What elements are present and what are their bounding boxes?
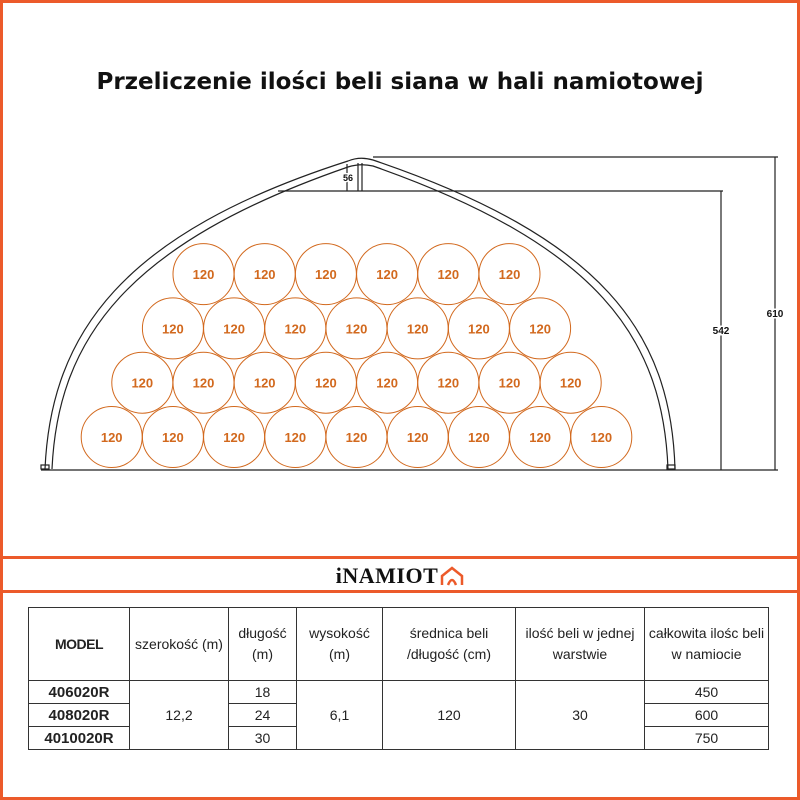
table-row: 4010020R 30 750 <box>28 726 769 750</box>
length-cell: 30 <box>228 726 297 750</box>
dim-truss-label: 56 <box>343 173 353 183</box>
total-cell: 750 <box>644 726 769 750</box>
hay-bale-label: 120 <box>468 430 490 445</box>
logo: iNAMIOT <box>3 563 797 589</box>
hay-bale-label: 120 <box>315 376 337 391</box>
hay-bales: 120 120 120 120 120 120 120 120 120 120 120 120 120 1… <box>80 243 633 468</box>
divider-bottom <box>3 590 797 593</box>
table-row: 406020R 12,2 18 6,1 120 30 450 <box>28 680 769 750</box>
model-cell: 406020R <box>28 680 130 704</box>
arch-outer <box>44 157 676 470</box>
hay-bale <box>570 406 633 468</box>
hay-bale-label: 120 <box>376 376 398 391</box>
header-bales-per-layer: ilość beli w jednej warstwie <box>515 607 645 681</box>
hay-bale <box>478 243 541 306</box>
total-cell: 600 <box>644 703 769 727</box>
hay-bale-label: 120 <box>346 430 368 445</box>
base-plate-left <box>40 464 50 470</box>
hay-bale-label: 120 <box>468 321 490 336</box>
page-title: Przeliczenie ilości beli siana w hali na… <box>96 69 704 95</box>
hay-bale <box>539 351 602 414</box>
dim-total-height-label: 610 <box>767 309 784 320</box>
hay-bale-label: 120 <box>376 267 398 282</box>
hay-bale <box>509 297 572 360</box>
hay-bale-label: 120 <box>162 430 184 445</box>
hay-bale-label: 120 <box>193 267 215 282</box>
model-cell: 4010020R <box>28 726 130 750</box>
header-total-bales: całkowita ilośc beli w namiocie <box>644 607 769 681</box>
model-cell: 408020R <box>28 703 130 727</box>
bale-diameter-cell: 120 <box>382 680 516 750</box>
hay-bale-label: 120 <box>499 267 521 282</box>
divider-top <box>3 556 797 559</box>
hay-bale-label: 120 <box>499 376 521 391</box>
hay-bale-label: 120 <box>254 267 276 282</box>
hay-bale-label: 120 <box>284 430 306 445</box>
hay-bale-label: 120 <box>529 430 551 445</box>
length-cell: 18 <box>228 680 297 704</box>
hay-bale-label: 120 <box>437 267 459 282</box>
table-header-row: MODEL szerokość (m) długość (m) wysokość… <box>28 607 769 681</box>
hay-bale-label: 120 <box>590 430 612 445</box>
hay-bale-label: 120 <box>529 321 551 336</box>
header-height: wysokość (m) <box>296 607 383 681</box>
length-cell: 24 <box>228 703 297 727</box>
header-model: MODEL <box>28 607 130 681</box>
width-cell: 12,2 <box>129 680 229 750</box>
hay-bale-label: 120 <box>101 430 123 445</box>
hay-bale-label: 120 <box>284 321 306 336</box>
hay-bale-label: 120 <box>437 376 459 391</box>
hay-bale-label: 120 <box>315 267 337 282</box>
table-row: 408020R 24 600 <box>28 703 769 727</box>
specs-table: MODEL szerokość (m) długość (m) wysokość… <box>28 607 769 750</box>
hay-bale-label: 120 <box>560 376 582 391</box>
total-cell: 450 <box>644 680 769 704</box>
dim-inner-height-label: 542 <box>713 326 730 337</box>
hay-bale-label: 120 <box>162 321 184 336</box>
hay-bale-label: 120 <box>223 430 245 445</box>
base-plate-right <box>666 464 676 470</box>
hay-bale-label: 120 <box>407 430 429 445</box>
header-bale-diameter: średnica beli /długość (cm) <box>382 607 516 681</box>
hay-bale-label: 120 <box>407 321 429 336</box>
bales-per-layer-cell: 30 <box>515 680 645 750</box>
hay-bale-label: 120 <box>131 376 153 391</box>
logo-text: iNAMIOT <box>335 563 439 588</box>
hay-bale-label: 120 <box>223 321 245 336</box>
tent-house-icon <box>441 566 464 586</box>
arch-inner <box>51 164 669 470</box>
header-length: długość (m) <box>228 607 297 681</box>
hay-bale-label: 120 <box>193 376 215 391</box>
hay-bale-label: 120 <box>346 321 368 336</box>
hay-bale-label: 120 <box>254 376 276 391</box>
header-width: szerokość (m) <box>129 607 229 681</box>
height-cell: 6,1 <box>296 680 383 750</box>
tent-arch <box>40 156 778 471</box>
